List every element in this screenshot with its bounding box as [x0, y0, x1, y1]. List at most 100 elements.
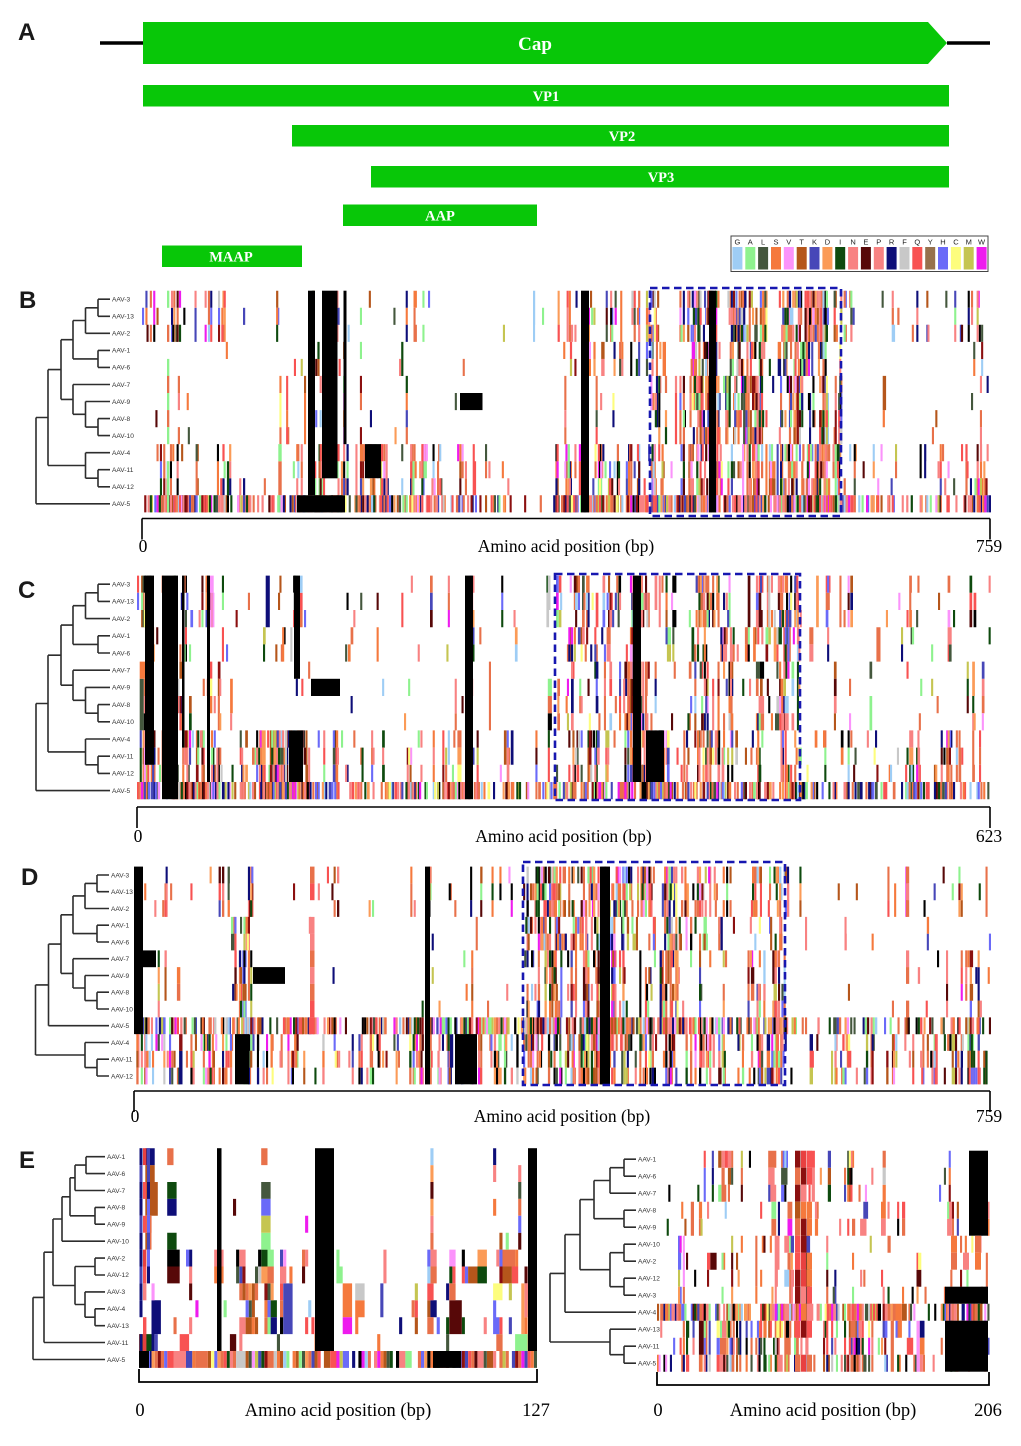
svg-text:AAV-13: AAV-13 — [111, 889, 133, 896]
svg-text:AAV-8: AAV-8 — [111, 990, 130, 997]
svg-text:AAV-7: AAV-7 — [107, 1188, 126, 1195]
svg-text:F: F — [902, 238, 907, 247]
svg-text:AAV-12: AAV-12 — [112, 484, 134, 491]
svg-text:Amino acid position (bp): Amino acid position (bp) — [475, 826, 652, 846]
svg-text:E: E — [19, 1147, 35, 1174]
svg-text:E: E — [863, 238, 868, 247]
svg-text:AAV-2: AAV-2 — [107, 1255, 126, 1262]
svg-text:AAV-7: AAV-7 — [111, 956, 130, 963]
svg-text:AAV-7: AAV-7 — [112, 382, 131, 389]
svg-text:0: 0 — [139, 536, 148, 556]
svg-text:759: 759 — [976, 536, 1003, 556]
svg-text:AAV-5: AAV-5 — [111, 1023, 130, 1030]
svg-text:AAV-3: AAV-3 — [638, 1293, 657, 1300]
svg-text:AAV-4: AAV-4 — [111, 1040, 130, 1047]
svg-text:C: C — [18, 577, 35, 604]
svg-text:AAV-2: AAV-2 — [112, 331, 131, 338]
svg-text:AAV-1: AAV-1 — [638, 1157, 657, 1164]
svg-text:623: 623 — [976, 826, 1003, 846]
svg-text:AAV-5: AAV-5 — [112, 501, 131, 508]
svg-text:Amino acid position (bp): Amino acid position (bp) — [474, 1106, 651, 1126]
svg-text:AAV-10: AAV-10 — [112, 433, 134, 440]
svg-text:G: G — [734, 238, 740, 247]
svg-text:AAV-8: AAV-8 — [112, 702, 131, 709]
svg-text:AAV-9: AAV-9 — [112, 399, 131, 406]
svg-text:N: N — [850, 238, 855, 247]
svg-text:AAV-6: AAV-6 — [638, 1174, 657, 1181]
svg-text:B: B — [19, 287, 36, 314]
svg-text:VP3: VP3 — [648, 170, 675, 186]
svg-text:AAV-6: AAV-6 — [112, 365, 131, 372]
svg-text:AAV-2: AAV-2 — [112, 616, 131, 623]
svg-text:AAV-7: AAV-7 — [638, 1191, 657, 1198]
svg-text:I: I — [839, 238, 841, 247]
svg-text:AAV-11: AAV-11 — [107, 1340, 129, 1347]
svg-text:206: 206 — [974, 1401, 1002, 1421]
svg-text:AAV-10: AAV-10 — [638, 1242, 660, 1249]
svg-text:Q: Q — [914, 238, 920, 247]
svg-text:AAV-1: AAV-1 — [107, 1154, 126, 1161]
svg-text:A: A — [18, 19, 35, 46]
svg-text:127: 127 — [522, 1401, 550, 1421]
svg-text:AAV-2: AAV-2 — [111, 906, 130, 913]
svg-text:T: T — [799, 238, 804, 247]
svg-text:AAV-11: AAV-11 — [112, 754, 134, 761]
svg-text:D: D — [21, 864, 38, 891]
svg-text:759: 759 — [976, 1106, 1003, 1126]
svg-text:R: R — [889, 238, 895, 247]
svg-text:MAAP: MAAP — [209, 249, 253, 265]
svg-text:AAV-12: AAV-12 — [107, 1272, 129, 1279]
svg-text:W: W — [978, 238, 986, 247]
svg-text:Y: Y — [928, 238, 933, 247]
svg-text:AAV-1: AAV-1 — [112, 633, 131, 640]
svg-text:AAV-6: AAV-6 — [112, 650, 131, 657]
svg-text:V: V — [786, 238, 791, 247]
svg-text:AAV-4: AAV-4 — [112, 736, 131, 743]
svg-text:AAV-11: AAV-11 — [111, 1057, 133, 1064]
svg-text:AAV-2: AAV-2 — [638, 1259, 657, 1266]
svg-text:AAV-11: AAV-11 — [638, 1344, 660, 1351]
svg-text:0: 0 — [653, 1401, 662, 1421]
svg-text:AAV-12: AAV-12 — [638, 1276, 660, 1283]
svg-text:S: S — [773, 238, 778, 247]
svg-text:AAV-3: AAV-3 — [107, 1289, 126, 1296]
svg-text:M: M — [966, 238, 972, 247]
svg-text:AAV-1: AAV-1 — [112, 348, 131, 355]
svg-text:AAV-9: AAV-9 — [107, 1222, 126, 1229]
svg-text:AAV-8: AAV-8 — [638, 1208, 657, 1215]
svg-text:AAV-13: AAV-13 — [638, 1327, 660, 1334]
svg-text:AAV-5: AAV-5 — [638, 1361, 657, 1368]
svg-text:AAV-11: AAV-11 — [112, 467, 134, 474]
svg-text:AAV-5: AAV-5 — [112, 788, 131, 795]
svg-text:0: 0 — [135, 1401, 144, 1421]
svg-text:AAV-12: AAV-12 — [111, 1073, 133, 1080]
svg-text:AAV-3: AAV-3 — [111, 872, 130, 879]
svg-text:AAV-10: AAV-10 — [111, 1006, 133, 1013]
svg-text:AAV-13: AAV-13 — [112, 599, 134, 606]
svg-text:Cap: Cap — [518, 34, 552, 55]
svg-text:VP1: VP1 — [533, 89, 560, 105]
svg-text:D: D — [825, 238, 831, 247]
svg-text:L: L — [761, 238, 765, 247]
svg-text:0: 0 — [131, 1106, 140, 1126]
svg-text:AAV-7: AAV-7 — [112, 668, 131, 675]
svg-text:0: 0 — [134, 826, 143, 846]
svg-text:Amino acid position (bp): Amino acid position (bp) — [245, 1401, 432, 1421]
svg-text:AAV-8: AAV-8 — [107, 1205, 126, 1212]
svg-text:AAV-10: AAV-10 — [112, 719, 134, 726]
svg-text:AAV-3: AAV-3 — [112, 297, 131, 304]
svg-text:H: H — [940, 238, 945, 247]
svg-text:AAV-13: AAV-13 — [107, 1323, 129, 1330]
svg-text:AAV-4: AAV-4 — [638, 1310, 657, 1317]
svg-text:AAV-6: AAV-6 — [111, 939, 130, 946]
svg-text:AAV-13: AAV-13 — [112, 314, 134, 321]
svg-text:P: P — [876, 238, 881, 247]
svg-text:AAV-9: AAV-9 — [638, 1225, 657, 1232]
svg-text:AAV-5: AAV-5 — [107, 1357, 126, 1364]
svg-text:K: K — [812, 238, 817, 247]
svg-text:AAV-12: AAV-12 — [112, 771, 134, 778]
svg-text:A: A — [748, 238, 753, 247]
svg-text:AAV-10: AAV-10 — [107, 1239, 129, 1246]
svg-text:AAV-1: AAV-1 — [111, 923, 130, 930]
svg-text:C: C — [953, 238, 959, 247]
